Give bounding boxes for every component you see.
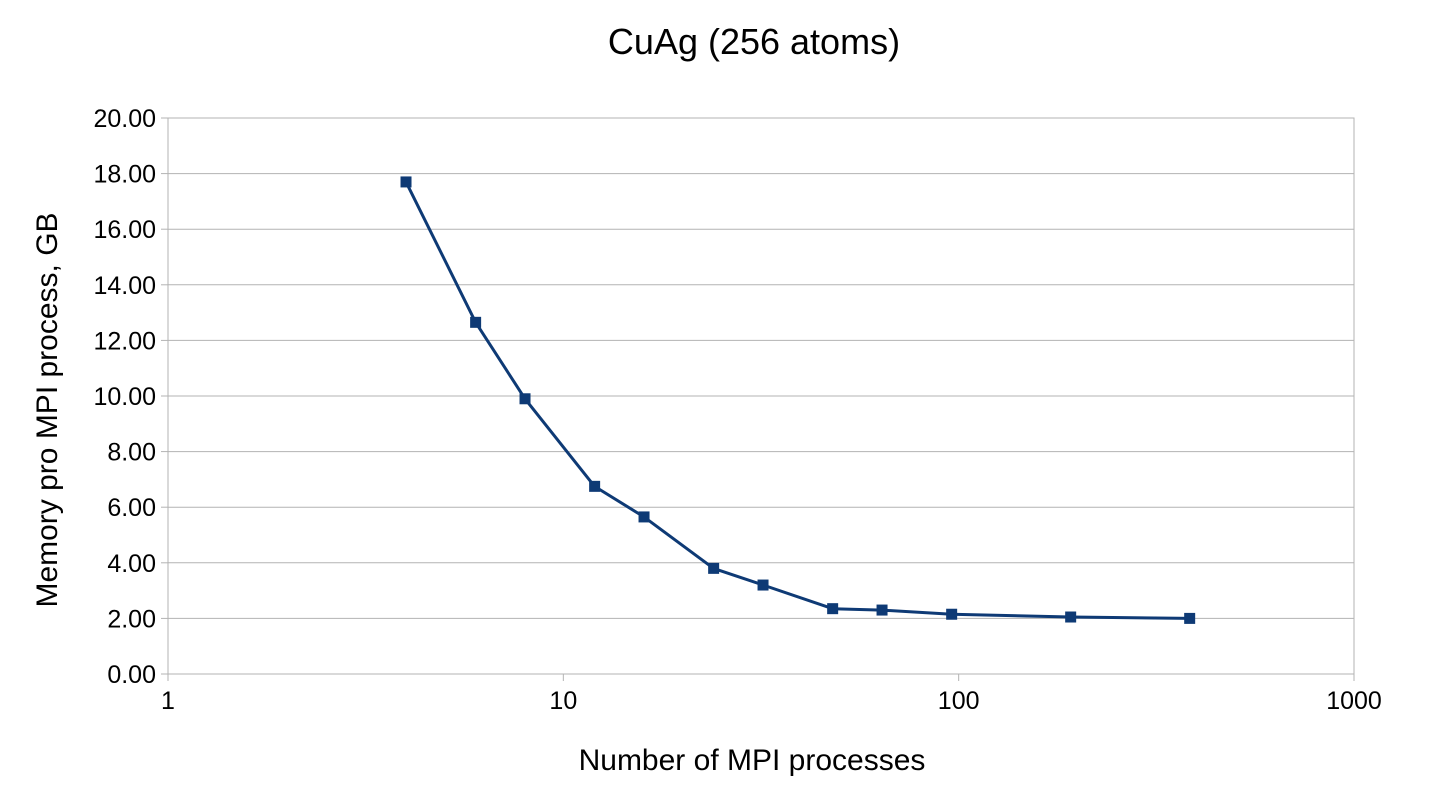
- data-point-marker: [757, 579, 769, 591]
- x-tick-label: 1000: [1326, 687, 1382, 715]
- data-point-marker: [638, 511, 650, 523]
- y-tick-label: 8.00: [107, 439, 156, 467]
- data-point-marker: [876, 604, 888, 616]
- y-axis-label: Memory pro MPI process, GB: [31, 212, 64, 607]
- data-point-marker: [589, 480, 601, 492]
- x-axis: 1 10 100 1000: [161, 674, 1382, 715]
- y-tick-label: 20.00: [93, 105, 156, 133]
- y-tick-label: 6.00: [107, 494, 156, 522]
- chart-title: CuAg (256 atoms): [608, 21, 900, 62]
- x-tick-label: 100: [938, 687, 980, 715]
- data-point-marker: [946, 608, 958, 620]
- series-line: [404, 181, 1190, 620]
- x-tick-label: 1: [161, 687, 175, 715]
- gridlines: [168, 117, 1354, 675]
- y-axis: 0.00 2.00 4.00 6.00 8.00 10.00 12.00 14.00 16.00…: [93, 105, 168, 689]
- data-point-marker: [708, 562, 720, 574]
- data-point-marker: [1184, 612, 1196, 624]
- x-tick-label: 10: [549, 687, 577, 715]
- y-tick-label: 2.00: [107, 605, 156, 633]
- y-tick-label: 12.00: [93, 327, 156, 355]
- data-point-marker: [1065, 611, 1077, 623]
- data-point-marker: [400, 176, 412, 188]
- data-point-marker: [519, 393, 531, 405]
- y-tick-label: 18.00: [93, 161, 156, 189]
- series-group: [400, 176, 1196, 624]
- y-tick-label: 0.00: [107, 661, 156, 689]
- data-point-marker: [470, 316, 482, 328]
- data-point-marker: [827, 603, 839, 615]
- y-tick-label: 10.00: [93, 383, 156, 411]
- y-tick-label: 14.00: [93, 272, 156, 300]
- y-tick-label: 16.00: [93, 216, 156, 244]
- x-axis-label: Number of MPI processes: [579, 744, 926, 777]
- y-tick-label: 4.00: [107, 550, 156, 578]
